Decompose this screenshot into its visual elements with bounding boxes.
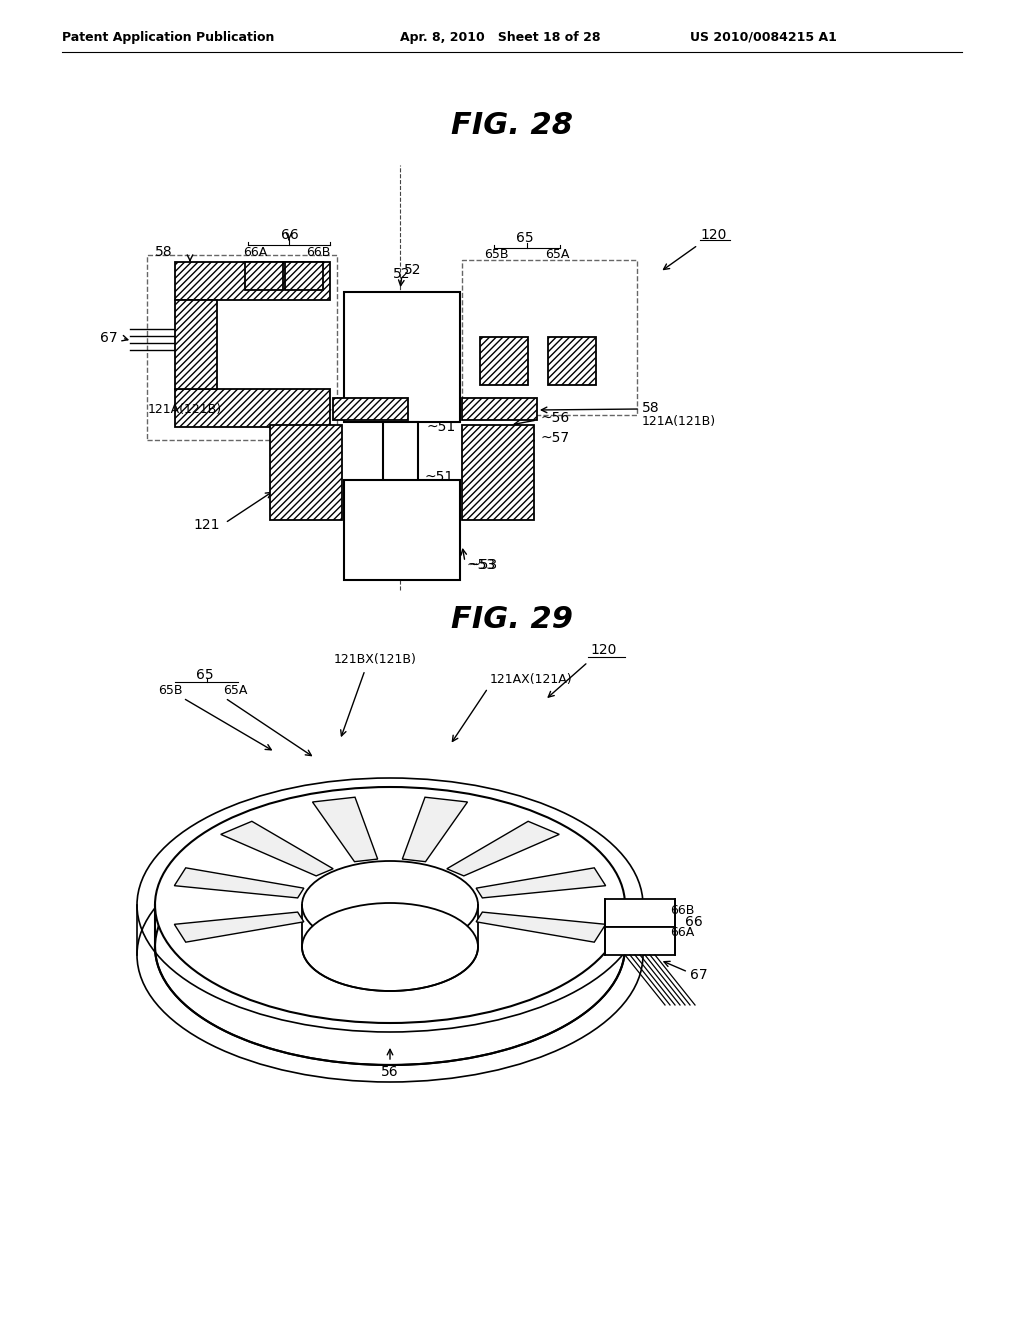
Ellipse shape (302, 861, 478, 949)
Bar (462, 260, 637, 414)
Bar (344, 292, 460, 422)
Bar (383, 422, 418, 540)
Text: 121BX(121B): 121BX(121B) (334, 653, 417, 667)
Bar (605, 927, 675, 954)
Text: 66: 66 (282, 228, 299, 242)
Bar (548, 337, 596, 385)
Text: 66A: 66A (243, 246, 267, 259)
Ellipse shape (155, 829, 625, 1065)
Bar (245, 261, 283, 290)
Text: 121: 121 (194, 517, 220, 532)
Polygon shape (402, 797, 468, 862)
Text: 56: 56 (381, 1065, 398, 1078)
Ellipse shape (155, 787, 625, 1023)
Bar (270, 425, 342, 520)
Polygon shape (174, 867, 304, 898)
Text: 66B: 66B (306, 246, 330, 259)
Text: FIG. 28: FIG. 28 (451, 111, 573, 140)
Text: ~51: ~51 (425, 470, 455, 484)
Text: 121AX(121A): 121AX(121A) (490, 673, 572, 686)
Text: 58: 58 (642, 401, 659, 414)
Bar (344, 480, 460, 579)
Text: 66A: 66A (670, 925, 694, 939)
Bar (480, 337, 528, 385)
Text: 66: 66 (685, 915, 702, 929)
Text: 52: 52 (393, 267, 411, 281)
Text: ~57: ~57 (540, 432, 569, 445)
Text: 67: 67 (690, 968, 708, 982)
Text: ~51: ~51 (426, 420, 456, 434)
Text: 65B: 65B (158, 684, 182, 697)
Polygon shape (446, 821, 559, 876)
Text: 65B: 65B (483, 248, 508, 261)
Text: 121A(121B): 121A(121B) (148, 404, 222, 417)
Text: Patent Application Publication: Patent Application Publication (62, 30, 274, 44)
Bar (175, 261, 330, 300)
Bar (285, 261, 323, 290)
Text: Apr. 8, 2010   Sheet 18 of 28: Apr. 8, 2010 Sheet 18 of 28 (400, 30, 600, 44)
Bar (175, 389, 330, 426)
Bar (462, 425, 534, 520)
Text: 65: 65 (516, 231, 534, 246)
Text: ~53: ~53 (468, 558, 497, 572)
Polygon shape (476, 912, 605, 942)
Text: 121A(121B): 121A(121B) (642, 416, 716, 429)
Polygon shape (221, 821, 333, 876)
Text: 66B: 66B (670, 903, 694, 916)
Text: FIG. 29: FIG. 29 (451, 606, 573, 635)
Bar (175, 300, 217, 389)
Bar (147, 255, 337, 440)
Bar (462, 399, 537, 420)
Polygon shape (312, 797, 378, 862)
Text: ~53: ~53 (467, 558, 496, 572)
Text: 58: 58 (155, 246, 173, 259)
Bar (605, 899, 675, 927)
Bar (333, 399, 408, 420)
Text: 65A: 65A (223, 684, 247, 697)
Text: ~56: ~56 (540, 411, 569, 425)
Text: 120: 120 (590, 643, 616, 657)
Polygon shape (174, 912, 304, 942)
Polygon shape (476, 867, 605, 898)
Text: 67: 67 (100, 331, 118, 345)
Text: 65: 65 (197, 668, 214, 682)
Text: 52: 52 (404, 263, 422, 277)
Text: US 2010/0084215 A1: US 2010/0084215 A1 (690, 30, 837, 44)
Text: 65A: 65A (545, 248, 569, 261)
Text: 120: 120 (700, 228, 726, 242)
Ellipse shape (302, 903, 478, 991)
